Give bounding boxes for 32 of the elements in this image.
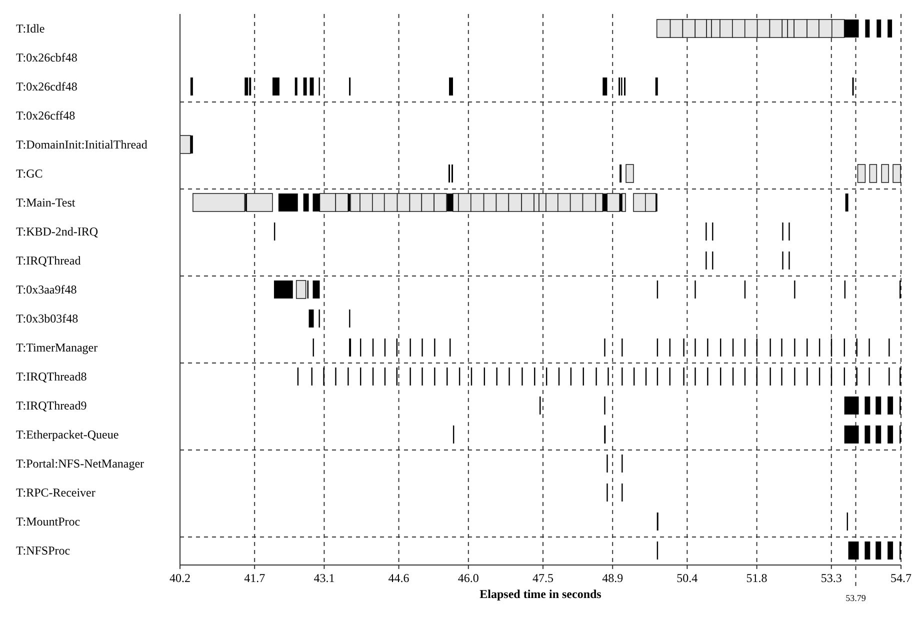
y-tick-label: T:GC: [16, 166, 43, 180]
x-tick-label: 46.0: [458, 571, 479, 585]
y-tick-label: T:Portal:NFS-NetManager: [16, 456, 144, 470]
x-tick-label: 54.7: [890, 571, 912, 585]
y-tick-label: T:0x26cbf48: [16, 50, 78, 64]
y-tick-label: T:0x26cdf48: [16, 80, 78, 94]
x-tick-label: 47.5: [532, 571, 554, 585]
x-tick-label: 51.8: [746, 571, 768, 585]
y-tick-label: T:NFSProc: [16, 544, 70, 558]
y-tick-label: T:TimerManager: [16, 340, 98, 354]
y-tick-label: T:IRQThread9: [16, 398, 87, 412]
x-tick-label: 50.4: [676, 571, 698, 585]
y-tick-label: T:0x3b03f48: [16, 312, 78, 326]
y-tick-label: T:Main-Test: [16, 196, 76, 210]
y-tick-label: T:Etherpacket-Queue: [16, 428, 119, 442]
y-tick-label: T:KBD-2nd-IRQ: [16, 224, 98, 238]
x-tick-label: 41.7: [244, 571, 266, 585]
y-tick-label: T:MountProc: [16, 514, 80, 528]
y-tick-label: T:IRQThread: [16, 254, 81, 268]
x-tick-label: 44.6: [388, 571, 410, 585]
x-axis-title: Elapsed time in seconds: [480, 587, 602, 601]
x-tick-label: 48.9: [602, 571, 624, 585]
ref-line-label: 53.79: [846, 593, 866, 603]
y-tick-label: T:Idle: [16, 22, 45, 36]
x-tick-label: 53.3: [820, 571, 842, 585]
y-tick-label: T:RPC-Receiver: [16, 486, 96, 500]
y-tick-label: T:IRQThread8: [16, 370, 87, 384]
x-tick-label: 43.1: [314, 571, 335, 585]
y-tick-label: T:0x26cff48: [16, 108, 76, 122]
y-tick-label: T:DomainInit:InitialThread: [16, 138, 148, 152]
y-tick-label: T:0x3aa9f48: [16, 282, 77, 296]
x-tick-label: 40.2: [170, 571, 190, 585]
